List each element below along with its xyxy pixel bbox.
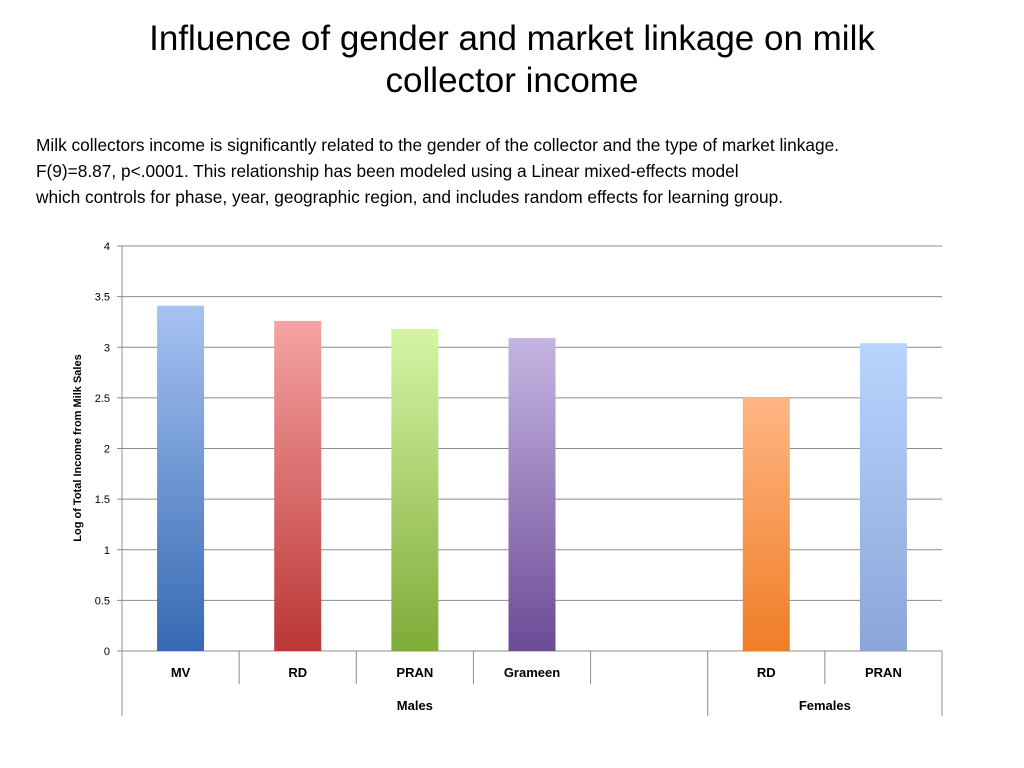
category-label: RD xyxy=(757,665,776,680)
bar xyxy=(391,329,439,651)
y-tick-label: 4 xyxy=(104,241,110,253)
axes: 0 0.5 1 1.5 2 2.5 3 3.5 4 MV RD PRAN Grameen RD PRAN Ma… xyxy=(95,241,943,716)
description-line-3: which controls for phase, year, geograph… xyxy=(36,187,784,207)
description-text: Milk collectors income is significantly … xyxy=(36,132,1021,210)
bars xyxy=(157,305,907,651)
bar xyxy=(742,397,790,651)
y-tick-label: 0.5 xyxy=(95,595,110,607)
y-axis-title: Log of Total Income from Milk Sales xyxy=(72,354,84,541)
title-line-2: collector income xyxy=(385,61,639,100)
category-label: RD xyxy=(288,665,307,680)
y-tick-label: 3 xyxy=(104,342,110,354)
description-line-1: Milk collectors income is significantly … xyxy=(36,135,840,155)
description-line-2: F(9)=8.87, p<.0001. This relationship ha… xyxy=(36,161,739,181)
title-line-1: Influence of gender and market linkage o… xyxy=(149,19,875,58)
slide-title: Influence of gender and market linkage o… xyxy=(0,18,1024,102)
bar xyxy=(508,338,556,651)
group-label: Females xyxy=(799,698,851,713)
bar xyxy=(157,305,205,651)
y-tick-label: 2.5 xyxy=(95,393,110,405)
bar xyxy=(859,343,907,651)
y-tick-label: 2 xyxy=(104,444,110,456)
category-label: PRAN xyxy=(396,665,433,680)
category-label: PRAN xyxy=(865,665,902,680)
category-label: MV xyxy=(171,665,191,680)
category-label: Grameen xyxy=(504,665,560,680)
group-label: Males xyxy=(397,698,433,713)
y-tick-label: 1.5 xyxy=(95,494,110,506)
bar xyxy=(274,320,322,651)
y-tick-label: 3.5 xyxy=(95,292,110,304)
y-tick-label: 1 xyxy=(104,545,110,557)
y-tick-label: 0 xyxy=(104,646,110,658)
